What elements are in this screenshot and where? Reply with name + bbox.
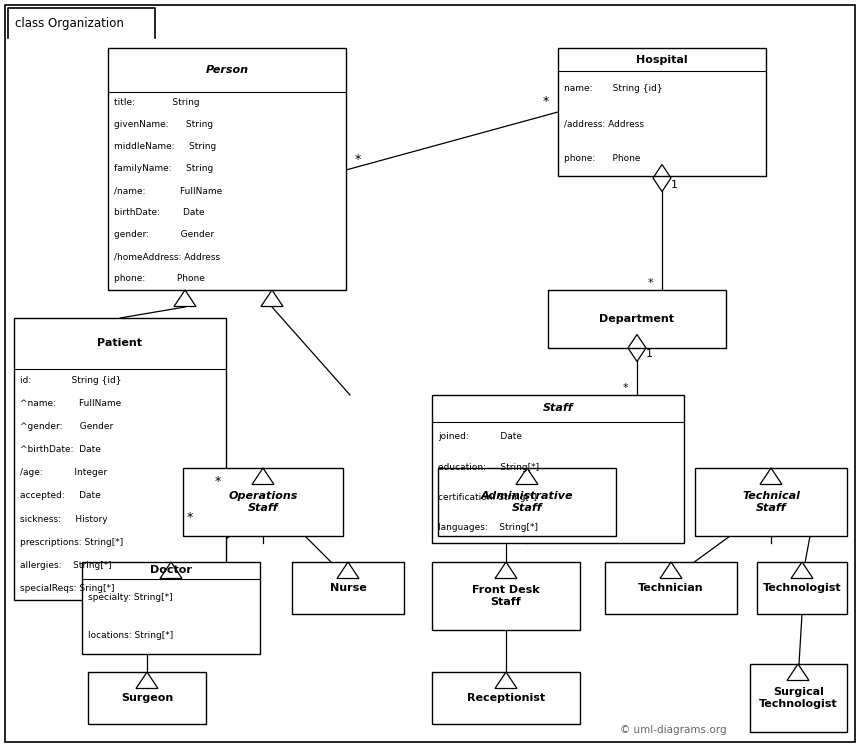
Text: Technician: Technician bbox=[638, 583, 703, 593]
Text: Person: Person bbox=[206, 65, 249, 75]
Text: *: * bbox=[648, 278, 653, 288]
Text: *: * bbox=[543, 96, 550, 108]
Text: Surgeon: Surgeon bbox=[121, 693, 173, 703]
Text: sickness:     History: sickness: History bbox=[20, 515, 108, 524]
Bar bbox=[432, 395, 684, 543]
Text: © uml-diagrams.org: © uml-diagrams.org bbox=[620, 725, 727, 735]
Text: /name:            FullName: /name: FullName bbox=[114, 186, 222, 195]
Text: Receptionist: Receptionist bbox=[467, 693, 545, 703]
Text: /age:           Integer: /age: Integer bbox=[20, 468, 108, 477]
Text: locations: String[*]: locations: String[*] bbox=[88, 630, 173, 639]
Text: Doctor: Doctor bbox=[150, 565, 192, 575]
Bar bbox=[695, 468, 847, 536]
Text: accepted:     Date: accepted: Date bbox=[20, 492, 101, 500]
Text: prescriptions: String[*]: prescriptions: String[*] bbox=[20, 538, 123, 547]
Bar bbox=[88, 672, 206, 724]
Text: Technical
Staff: Technical Staff bbox=[742, 491, 800, 513]
Text: specialReqs: Sring[*]: specialReqs: Sring[*] bbox=[20, 584, 114, 593]
Text: *: * bbox=[622, 383, 628, 393]
Bar bbox=[548, 290, 726, 348]
Bar bbox=[438, 468, 616, 536]
Text: education:     String[*]: education: String[*] bbox=[438, 462, 539, 471]
Text: Operations
Staff: Operations Staff bbox=[228, 491, 298, 513]
Text: Technologist: Technologist bbox=[763, 583, 841, 593]
Text: 1: 1 bbox=[646, 349, 653, 359]
Text: /address: Address: /address: Address bbox=[564, 119, 644, 128]
Text: phone:      Phone: phone: Phone bbox=[564, 154, 641, 163]
Bar bbox=[432, 672, 580, 724]
Text: 1: 1 bbox=[671, 180, 678, 190]
Text: ^gender:      Gender: ^gender: Gender bbox=[20, 422, 114, 431]
Bar bbox=[757, 562, 847, 614]
Text: middleName:     String: middleName: String bbox=[114, 142, 216, 151]
Text: certification: String[*]: certification: String[*] bbox=[438, 493, 537, 502]
Text: *: * bbox=[355, 153, 361, 167]
Bar bbox=[750, 664, 847, 732]
Bar bbox=[14, 318, 226, 600]
Text: *: * bbox=[187, 512, 194, 524]
Bar bbox=[108, 48, 346, 290]
Bar bbox=[558, 48, 766, 176]
Text: givenName:      String: givenName: String bbox=[114, 120, 213, 129]
Text: specialty: String[*]: specialty: String[*] bbox=[88, 593, 173, 602]
Bar bbox=[82, 562, 260, 654]
Bar bbox=[432, 562, 580, 630]
Bar bbox=[183, 468, 343, 536]
Text: ^name:        FullName: ^name: FullName bbox=[20, 399, 121, 408]
Text: Administrative
Staff: Administrative Staff bbox=[481, 491, 574, 513]
Text: /homeAddress: Address: /homeAddress: Address bbox=[114, 252, 220, 261]
Text: title:             String: title: String bbox=[114, 98, 200, 107]
Text: familyName:     String: familyName: String bbox=[114, 164, 213, 173]
Bar bbox=[605, 562, 737, 614]
Text: ^birthDate:  Date: ^birthDate: Date bbox=[20, 445, 101, 454]
Text: gender:           Gender: gender: Gender bbox=[114, 230, 214, 239]
Text: name:       String {id}: name: String {id} bbox=[564, 84, 662, 93]
Text: birthDate:        Date: birthDate: Date bbox=[114, 208, 205, 217]
Text: Front Desk
Staff: Front Desk Staff bbox=[472, 585, 540, 607]
Text: Surgical
Technologist: Surgical Technologist bbox=[759, 686, 838, 709]
Text: Department: Department bbox=[599, 314, 674, 324]
Text: joined:           Date: joined: Date bbox=[438, 433, 522, 441]
Text: languages:    String[*]: languages: String[*] bbox=[438, 524, 538, 533]
Text: Staff: Staff bbox=[543, 403, 574, 413]
Text: phone:           Phone: phone: Phone bbox=[114, 274, 205, 283]
Text: allergies:    String[*]: allergies: String[*] bbox=[20, 561, 112, 570]
Bar bbox=[292, 562, 404, 614]
Text: class Organization: class Organization bbox=[15, 16, 124, 29]
Text: id:              String {id}: id: String {id} bbox=[20, 376, 121, 385]
Text: *: * bbox=[215, 476, 221, 489]
Text: Hospital: Hospital bbox=[636, 55, 688, 64]
Text: Patient: Patient bbox=[97, 338, 143, 348]
Text: Nurse: Nurse bbox=[329, 583, 366, 593]
